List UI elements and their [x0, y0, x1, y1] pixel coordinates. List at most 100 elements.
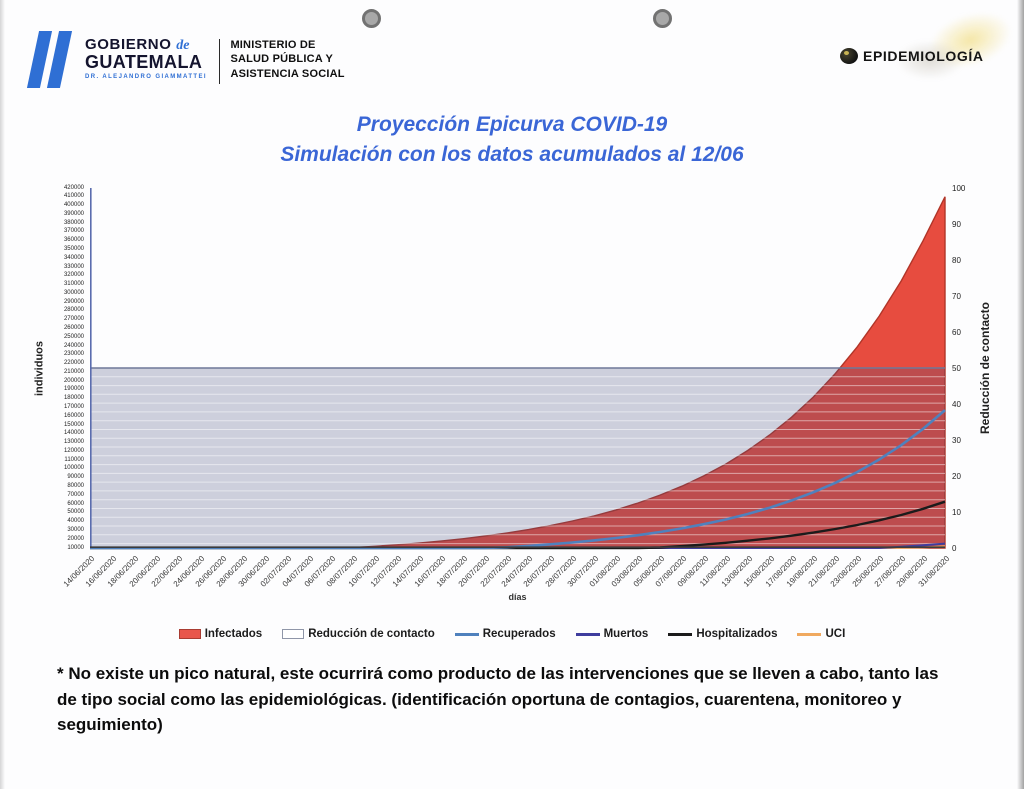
footnote-text: * No existe un pico natural, este ocurri…	[57, 664, 939, 734]
de-word: de	[176, 38, 190, 53]
legend-label: Reducción de contacto	[308, 628, 435, 640]
legend-item: Hospitalizados	[668, 628, 777, 640]
y-axis-left-label: 240000	[63, 342, 84, 349]
y-axis-right-label: 70	[952, 291, 961, 301]
y-axis-left-label: 170000	[63, 404, 84, 410]
ministerio-text: MINISTERIO DE SALUD PÚBLICA Y ASISTENCIA…	[230, 39, 345, 80]
y-axis-left-label: 230000	[63, 351, 84, 358]
y-axis-right-label: 30	[952, 435, 961, 445]
x-axis-label: 19/08/2020	[785, 554, 820, 589]
x-axis-label: 14/07/2020	[390, 554, 426, 589]
y-axis-left-label: 150000	[63, 421, 84, 428]
legend-label: UCI	[825, 628, 846, 640]
y-axis-right-title: Reducción de contacto	[978, 301, 992, 435]
legend-swatch-line	[797, 632, 822, 636]
x-axis-label: 02/07/2020	[258, 554, 294, 589]
y-axis-left-label: 80000	[67, 483, 84, 490]
x-axis-label: 28/06/2020	[215, 554, 250, 589]
legend-item: UCI	[797, 628, 845, 640]
logo-divider	[218, 39, 221, 84]
legend-item: Reducción de contacto	[282, 628, 435, 640]
x-axis-label: 06/07/2020	[302, 554, 338, 589]
scan-edge-left	[0, 0, 5, 789]
x-axis-label: 22/07/2020	[478, 554, 513, 589]
x-axis-label: 25/08/2020	[850, 554, 886, 589]
epicurve-plot	[90, 188, 946, 550]
x-axis-label: 17/08/2020	[763, 554, 798, 589]
y-axis-left-label: 160000	[63, 412, 84, 419]
legend-label: Recuperados	[482, 628, 556, 640]
x-axis-label: 29/08/2020	[894, 554, 930, 589]
x-axis-label: 03/08/2020	[609, 554, 645, 589]
x-axis-label: 16/06/2020	[83, 554, 119, 589]
y-axis-right-label: 40	[952, 399, 961, 409]
x-axis-label: 07/08/2020	[653, 554, 689, 589]
x-axis-label: 21/08/2020	[807, 554, 842, 589]
x-axis-label: 18/06/2020	[105, 554, 141, 589]
epidemiologia-label: EPIDEMIOLOGÍA	[863, 48, 984, 64]
y-axis-left-label: 310000	[63, 281, 84, 288]
y-axis-left-label: 190000	[63, 386, 84, 393]
y-axis-left-label: 40000	[67, 518, 84, 525]
y-axis-left-label: 320000	[63, 272, 84, 279]
x-axis-label: 30/06/2020	[237, 554, 272, 589]
y-axis-left-label: 290000	[63, 298, 84, 305]
legend-swatch-box	[178, 629, 201, 639]
x-axis-label: 27/08/2020	[872, 554, 908, 589]
y-axis-right-label: 20	[952, 471, 961, 481]
gobierno-guatemala-logo: GOBIERNO de GUATEMALA DR. ALEJANDRO GIAM…	[26, 31, 345, 88]
y-axis-left-label: 180000	[63, 395, 84, 402]
y-axis-left-label: 120000	[63, 447, 84, 454]
epidemiologia-seal-icon	[840, 48, 858, 64]
x-axis-label: 13/08/2020	[719, 554, 755, 589]
x-axis-label: 08/07/2020	[324, 554, 360, 589]
y-axis-left-label: 340000	[63, 254, 84, 261]
x-axis-label: 24/06/2020	[171, 554, 206, 589]
y-axis-left-label: 90000	[67, 474, 84, 481]
punch-hole-right	[653, 9, 672, 28]
x-axis-label: 20/07/2020	[456, 554, 491, 589]
flag-bars-icon	[26, 31, 76, 88]
x-axis-label: 23/08/2020	[828, 554, 864, 589]
legend-swatch-line	[454, 632, 479, 636]
y-axis-right-label: 50	[952, 363, 961, 373]
x-axis-label: 09/08/2020	[675, 554, 711, 589]
y-axis-left-label: 270000	[63, 316, 84, 323]
x-axis-label: 10/07/2020	[346, 554, 382, 589]
legend-swatch-line	[575, 632, 600, 636]
legend-swatch-box	[282, 629, 305, 639]
x-axis-label: 11/08/2020	[697, 554, 733, 589]
y-axis-left-label: 350000	[63, 245, 84, 252]
y-axis-left-label: 70000	[67, 491, 84, 498]
legend-item: Infectados	[178, 628, 262, 640]
x-axis-label: 12/07/2020	[368, 554, 404, 589]
x-axis-label: 04/07/2020	[280, 554, 316, 589]
y-axis-left-label: 200000	[63, 377, 84, 384]
y-axis-left-label: 100000	[63, 465, 84, 472]
y-axis-left-label: 220000	[63, 360, 84, 367]
gobierno-logo-text: GOBIERNO de GUATEMALA DR. ALEJANDRO GIAM…	[85, 37, 207, 80]
x-axis-title: días	[508, 592, 527, 602]
y-axis-right-label: 0	[952, 543, 957, 553]
y-axis-left-title: individuos	[33, 341, 46, 396]
x-axis-label: 14/06/2020	[61, 554, 97, 589]
punch-hole-left	[362, 9, 381, 28]
x-axis-label: 05/08/2020	[631, 554, 667, 589]
y-axis-right-label: 10	[952, 507, 961, 517]
y-axis-left-label: 390000	[63, 210, 84, 217]
legend-label: Muertos	[603, 628, 649, 640]
y-axis-left-label: 50000	[67, 509, 84, 516]
x-axis-label: 22/06/2020	[149, 554, 185, 589]
y-axis-left-label: 420000	[63, 184, 84, 191]
x-axis-label: 20/06/2020	[127, 554, 163, 589]
chart-title: Proyección Epicurva COVID-19	[356, 113, 668, 136]
y-axis-left-label: 360000	[63, 237, 84, 244]
x-axis-label: 26/07/2020	[522, 554, 557, 589]
x-axis-label: 30/07/2020	[565, 554, 601, 589]
gobierno-word: GOBIERNO	[85, 36, 172, 53]
y-axis-left-label: 400000	[63, 202, 84, 209]
y-axis-left-label: 250000	[63, 333, 84, 340]
x-axis-label: 16/07/2020	[412, 554, 448, 589]
y-axis-left-label: 370000	[63, 228, 84, 235]
